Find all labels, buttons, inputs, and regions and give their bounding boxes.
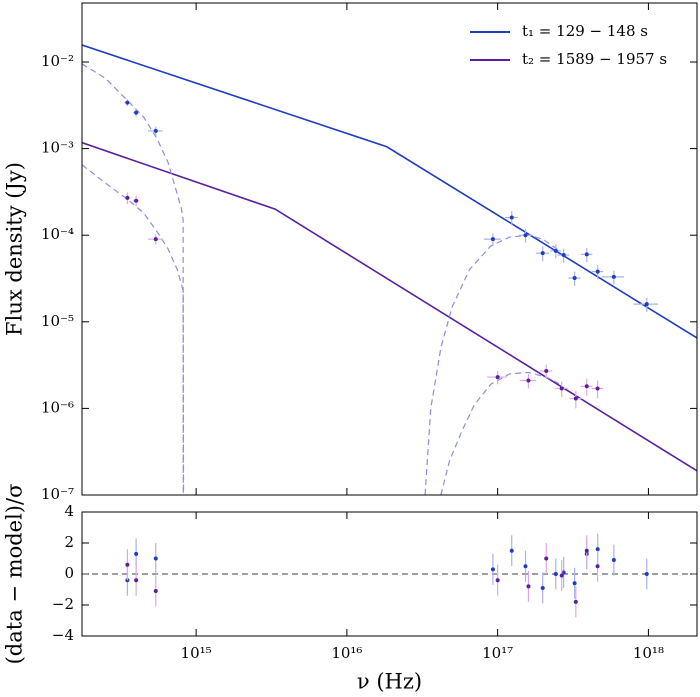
- data-point: [509, 215, 514, 220]
- data-point: [553, 248, 558, 253]
- data-point: [544, 556, 549, 561]
- absorbed-model-curve: [82, 63, 184, 495]
- y-tick-label: 2: [64, 533, 74, 551]
- x-tick-label: 10¹⁷: [482, 644, 513, 662]
- data-point: [544, 369, 549, 374]
- x-tick-label: 10¹⁸: [633, 644, 664, 662]
- data-point: [153, 556, 158, 561]
- y-axis-label: (data − model)/σ: [3, 484, 27, 665]
- data-point: [584, 548, 589, 553]
- y-tick-label: −2: [52, 595, 74, 613]
- data-point: [559, 386, 564, 391]
- data-point: [595, 269, 600, 274]
- data-point: [495, 375, 500, 380]
- data-point: [490, 237, 495, 242]
- y-tick-label: 10⁻³: [41, 139, 74, 157]
- y-tick-label: 10⁻²: [41, 52, 74, 70]
- data-point: [573, 396, 578, 401]
- data-point: [134, 578, 139, 583]
- model-line: [82, 141, 697, 472]
- data-point: [561, 253, 566, 258]
- y-tick-label: 10⁻⁶: [41, 398, 74, 416]
- x-tick-label: 10¹⁶: [331, 644, 362, 662]
- data-point: [523, 233, 528, 238]
- model-line: [82, 44, 697, 339]
- y-tick-label: 4: [64, 502, 74, 520]
- data-point: [134, 198, 139, 203]
- data-point: [523, 564, 528, 569]
- plot-area: [82, 533, 697, 618]
- data-point: [644, 302, 649, 307]
- data-point: [611, 558, 616, 563]
- data-point: [540, 585, 545, 590]
- data-point: [134, 110, 139, 115]
- data-point: [595, 386, 600, 391]
- data-point: [611, 274, 616, 279]
- absorbed-model-curve: [82, 164, 185, 495]
- data-point: [134, 551, 139, 556]
- data-point: [526, 584, 531, 589]
- axes-frame: [81, 2, 698, 496]
- data-point: [595, 547, 600, 552]
- data-point: [553, 572, 558, 576]
- data-point: [125, 100, 130, 105]
- data-point: [573, 599, 578, 604]
- data-point: [125, 562, 130, 567]
- legend-label: t₂ = 1589 − 1957 s: [522, 50, 667, 68]
- data-point: [490, 567, 495, 572]
- data-point: [561, 570, 566, 575]
- y-tick-label: −4: [52, 626, 74, 644]
- x-tick-label: 10¹⁵: [181, 644, 212, 662]
- absorbed-model-curve: [440, 371, 561, 495]
- data-point: [153, 589, 158, 594]
- y-tick-label: 10⁻⁵: [41, 312, 74, 330]
- data-point: [125, 195, 130, 200]
- data-point: [559, 573, 564, 578]
- data-point: [644, 572, 649, 576]
- legend-label: t₁ = 129 − 148 s: [522, 22, 648, 40]
- data-point: [153, 237, 158, 242]
- data-point: [153, 128, 158, 133]
- data-point: [584, 252, 589, 257]
- data-point: [584, 384, 589, 389]
- data-point: [495, 578, 500, 583]
- data-point: [595, 564, 600, 569]
- y-axis-label: Flux density (Jy): [3, 162, 27, 336]
- y-tick-label: 10⁻⁴: [41, 225, 74, 243]
- data-point: [572, 276, 577, 281]
- data-point: [572, 581, 577, 586]
- absorbed-model-curve: [424, 234, 561, 495]
- data-point: [509, 548, 514, 553]
- data-point: [540, 251, 545, 256]
- data-point: [526, 378, 531, 383]
- x-axis-label: ν (Hz): [357, 670, 422, 694]
- plot-area: [82, 44, 697, 495]
- y-tick-label: 0: [64, 564, 74, 582]
- axes-frame: [81, 511, 698, 637]
- y-tick-label: 10⁻⁷: [41, 485, 74, 503]
